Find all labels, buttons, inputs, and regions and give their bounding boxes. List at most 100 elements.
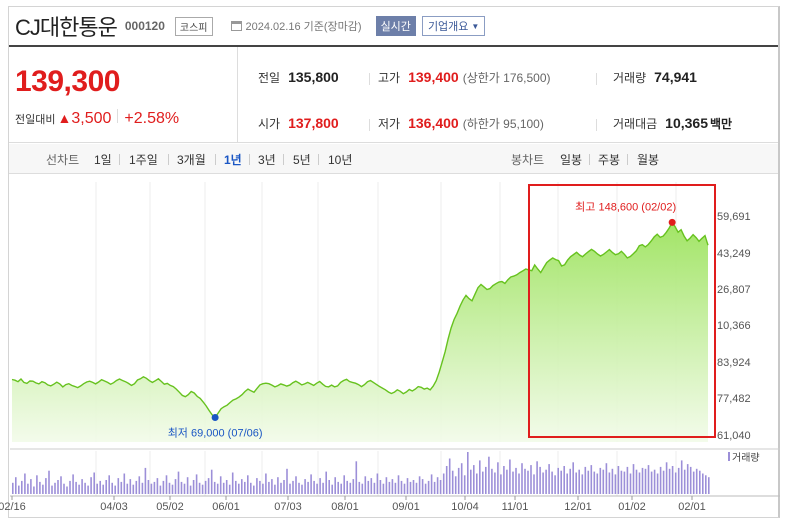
volume-bar	[358, 481, 361, 494]
volume-bar	[430, 474, 433, 494]
volume-bar	[12, 482, 14, 494]
volume-bar	[599, 467, 602, 494]
volume-bar	[689, 466, 692, 494]
amount-value: 10,365	[665, 115, 708, 131]
volume-bar	[289, 483, 291, 494]
volume-bar	[433, 481, 436, 494]
volume-bar	[367, 480, 370, 494]
volume-bar	[638, 472, 641, 494]
volume-bar	[373, 482, 376, 494]
volume-bar	[18, 485, 20, 494]
volume-bar	[355, 461, 358, 494]
low-value: 136,400	[408, 115, 459, 131]
realtime-button[interactable]: 실시간	[375, 16, 416, 36]
candle-monthly[interactable]: 월봉	[637, 153, 660, 167]
volume-bar	[310, 474, 312, 494]
volume-bar	[406, 478, 409, 494]
volume-bar	[473, 465, 475, 494]
volume-bar	[256, 478, 258, 494]
volume-bar	[174, 479, 177, 494]
volume-bar	[539, 466, 541, 494]
period-1d[interactable]: 1일	[94, 153, 112, 167]
volume-bar	[596, 473, 599, 494]
volume-bar	[33, 486, 35, 494]
volume-bar	[156, 478, 159, 494]
y-tick-label: 59,691	[717, 211, 751, 223]
volume-bar	[304, 479, 306, 494]
high-value: 139,400	[408, 69, 459, 85]
volume-bar	[412, 480, 415, 494]
volume-bar	[677, 467, 680, 494]
header-divider	[9, 45, 778, 47]
volume-bar	[250, 482, 252, 494]
volume-bar	[542, 472, 544, 494]
period-5y[interactable]: 5년	[293, 153, 311, 167]
volume-bar	[656, 473, 659, 494]
volume-bar	[24, 473, 26, 494]
volume-bar	[331, 484, 333, 494]
change-percent: +2.58%	[124, 110, 180, 127]
period-3m[interactable]: 3개월	[177, 153, 206, 167]
volume-bar	[271, 479, 273, 494]
period-10y[interactable]: 10년	[328, 153, 353, 167]
volume-bar	[635, 469, 638, 494]
candle-weekly[interactable]: 주봉	[598, 153, 621, 167]
chevron-down-icon: ▼	[471, 21, 480, 31]
period-1w[interactable]: 1주일	[129, 153, 158, 167]
volume-bar	[105, 480, 107, 494]
volume-bar	[680, 460, 683, 494]
period-1y[interactable]: 1년	[224, 153, 242, 167]
volume-bar	[102, 484, 104, 494]
volume-bar	[623, 471, 626, 494]
volume-bar	[503, 466, 505, 494]
period-divider	[318, 154, 319, 165]
volume-bar	[346, 480, 348, 494]
volume-bar	[27, 483, 29, 494]
company-name[interactable]: CJ대한통운	[15, 15, 118, 40]
volume-bar	[198, 482, 201, 494]
volume-bar	[494, 472, 496, 494]
quote-divider	[237, 47, 238, 143]
period-divider	[283, 154, 284, 165]
date-text: 2024.02.16 기준(장마감)	[245, 21, 362, 33]
company-overview-button[interactable]: 기업개요 ▼	[421, 16, 486, 36]
volume-bar	[699, 470, 701, 494]
volume-bar	[482, 471, 484, 494]
overview-label: 기업개요	[427, 21, 469, 33]
candle-daily[interactable]: 일봉	[560, 153, 583, 167]
prev-close-label: 전일	[258, 71, 281, 85]
up-triangle-icon: ▲	[57, 110, 72, 126]
volume-bar	[165, 475, 168, 494]
volume-bar	[569, 468, 571, 494]
volume-bar	[403, 483, 406, 494]
market-badge: 코스피	[174, 16, 213, 36]
stock-code: 000120	[124, 19, 165, 33]
volume-bar	[301, 484, 303, 494]
volume-bar	[424, 483, 427, 494]
volume-bar	[527, 470, 529, 494]
volume-bar	[439, 480, 442, 494]
period-3y[interactable]: 3년	[258, 153, 276, 167]
volume-bar	[81, 479, 83, 494]
volume-bar	[69, 480, 71, 494]
volume-bar	[536, 461, 538, 494]
volume-bar	[168, 482, 171, 494]
volume-bar	[123, 473, 126, 494]
volume-bar	[683, 469, 686, 494]
volume-bar	[51, 485, 53, 494]
period-divider	[249, 154, 250, 165]
day-high: 고가 139,400 (상한가 176,500)	[378, 69, 551, 86]
volume-bar	[457, 467, 460, 494]
volume-bar	[415, 482, 418, 494]
volume-bar	[602, 469, 605, 494]
volume-bar	[587, 470, 590, 494]
low-label: 저가	[378, 117, 401, 131]
volume-bar	[370, 478, 373, 494]
volume-bar	[427, 480, 430, 494]
volume-bar	[201, 484, 204, 494]
volume-bar	[521, 463, 523, 494]
change-label: 전일대비	[15, 114, 56, 126]
x-tick-label: 11/01	[502, 501, 529, 513]
volume-bar	[286, 468, 288, 494]
